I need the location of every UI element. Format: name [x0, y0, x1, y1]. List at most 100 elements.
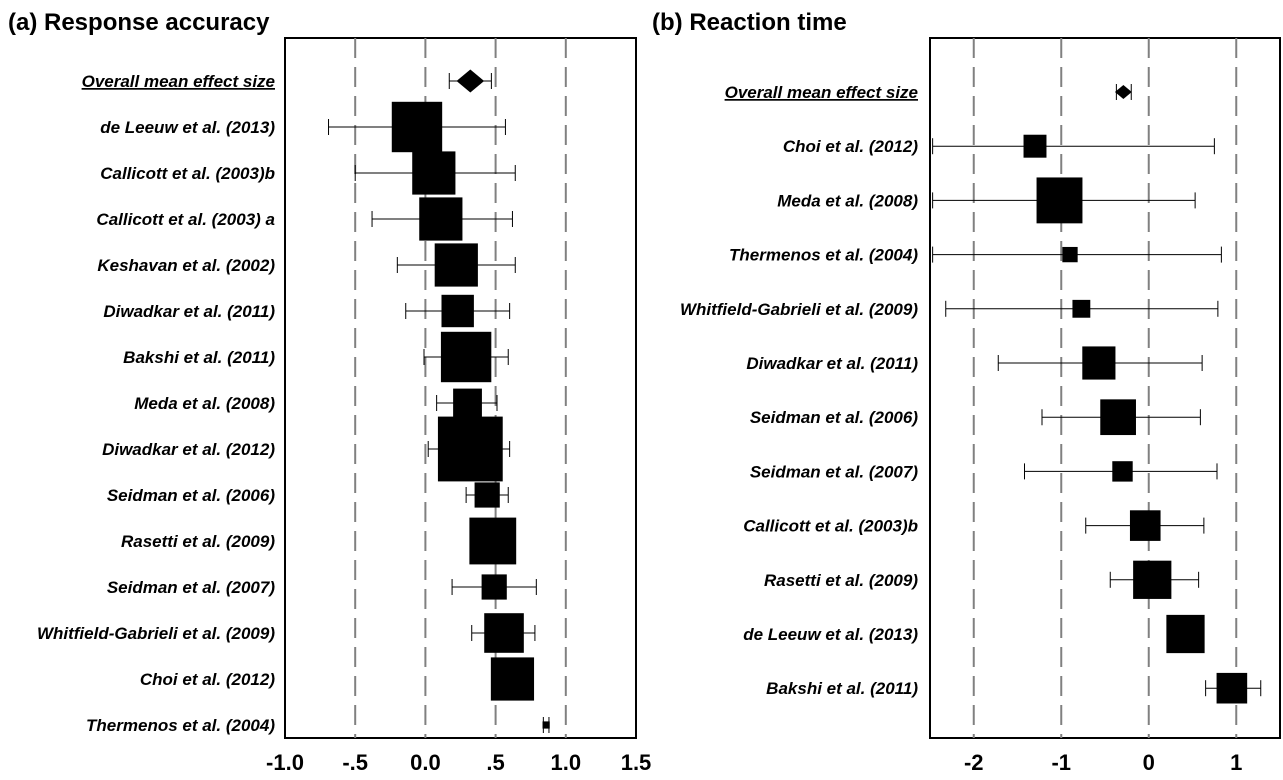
study-label: Meda et al. (2008) — [777, 191, 918, 210]
effect-size-square — [1129, 510, 1161, 541]
study-row-overall-mean-effect-size: Overall mean effect size — [725, 83, 1132, 102]
study-row-rasetti-et-al-2009: Rasetti et al. (2009) — [121, 517, 517, 565]
effect-size-square — [490, 657, 535, 701]
x-tick-label: .5 — [486, 750, 504, 775]
plot-frame-response-accuracy — [284, 37, 637, 739]
x-tick-label: 1.5 — [621, 750, 652, 775]
effect-size-square — [419, 197, 463, 241]
study-rows-response-accuracy: Overall mean effect size de Leeuw et al. … — [37, 69, 550, 735]
effect-size-square — [1062, 246, 1078, 263]
study-row-callicott-et-al-2003-b: Callicott et al. (2003)b — [743, 510, 1205, 541]
overall-effect-diamond — [1114, 85, 1132, 99]
panel-reaction-time: (b) Reaction time Overall mean effect si… — [652, 9, 1281, 775]
study-row-rasetti-et-al-2009: Rasetti et al. (2009) — [764, 560, 1200, 599]
study-row-callicott-et-al-2003-b: Callicott et al. (2003)b — [100, 151, 516, 195]
study-label: Choi et al. (2012) — [140, 670, 275, 689]
panel-title-reaction-time: (b) Reaction time — [652, 9, 847, 36]
study-label: Seidman et al. (2006) — [107, 486, 276, 505]
study-row-diwadkar-et-al-2011: Diwadkar et al. (2011) — [746, 346, 1203, 380]
study-label: Thermenos et al. (2004) — [86, 716, 275, 735]
study-label: Bakshi et al. (2011) — [123, 348, 275, 367]
study-label: Callicott et al. (2003) a — [96, 210, 275, 229]
study-label: Choi et al. (2012) — [783, 137, 918, 156]
x-axis-ticks-reaction-time: -2 -1 0 1 — [964, 750, 1242, 775]
effect-size-square — [1072, 299, 1091, 318]
study-row-choi-et-al-2012: Choi et al. (2012) — [783, 134, 1215, 158]
study-row-meda-et-al-2008: Meda et al. (2008) — [134, 388, 498, 418]
reference-lines-reaction-time — [972, 38, 1238, 738]
x-tick-label: 0.0 — [410, 750, 441, 775]
x-tick-label: 1.0 — [551, 750, 582, 775]
study-label: Thermenos et al. (2004) — [729, 246, 918, 265]
study-label: Seidman et al. (2007) — [750, 462, 919, 481]
effect-size-square — [1216, 672, 1248, 704]
plot-frame-reaction-time — [929, 37, 1281, 739]
effect-size-square — [412, 151, 456, 195]
study-row-seidman-et-al-2006: Seidman et al. (2006) — [750, 399, 1201, 436]
x-tick-label: -1.0 — [266, 750, 304, 775]
x-tick-label: 0 — [1143, 750, 1155, 775]
overall-effect-diamond — [456, 69, 485, 93]
study-row-de-leeuw-et-al-2013: de Leeuw et al. (2013) — [743, 614, 1205, 654]
study-row-whitfield-gabrieli-et-al-2009: Whitfield-Gabrieli et al. (2009) — [680, 299, 1219, 319]
study-label: Whitfield-Gabrieli et al. (2009) — [37, 624, 275, 643]
effect-size-square — [441, 294, 474, 328]
study-row-overall-mean-effect-size: Overall mean effect size — [82, 69, 492, 93]
study-row-diwadkar-et-al-2011: Diwadkar et al. (2011) — [103, 294, 511, 328]
effect-size-square — [1036, 177, 1083, 224]
study-row-seidman-et-al-2007: Seidman et al. (2007) — [107, 574, 537, 600]
panel-response-accuracy: (a) Response accuracy Overall mean effec… — [8, 9, 651, 775]
x-tick-label: -2 — [964, 750, 984, 775]
study-row-callicott-et-al-2003-a: Callicott et al. (2003) a — [96, 197, 513, 241]
study-row-bakshi-et-al-2011: Bakshi et al. (2011) — [766, 672, 1262, 704]
study-label: Diwadkar et al. (2012) — [102, 440, 275, 459]
study-label: Diwadkar et al. (2011) — [746, 354, 918, 373]
study-row-seidman-et-al-2007: Seidman et al. (2007) — [750, 461, 1218, 482]
effect-size-square — [437, 416, 503, 482]
study-row-seidman-et-al-2006: Seidman et al. (2006) — [107, 482, 509, 508]
x-tick-label: -.5 — [342, 750, 368, 775]
study-label: Seidman et al. (2006) — [750, 408, 919, 427]
study-label: Keshavan et al. (2002) — [97, 256, 275, 275]
study-label: Rasetti et al. (2009) — [121, 532, 275, 551]
effect-size-square — [542, 721, 550, 729]
study-row-thermenos-et-al-2004: Thermenos et al. (2004) — [729, 246, 1222, 265]
effect-size-square — [1112, 461, 1133, 482]
study-label: Callicott et al. (2003)b — [743, 517, 918, 536]
effect-size-square — [1166, 614, 1205, 654]
study-label: Diwadkar et al. (2011) — [103, 302, 275, 321]
study-row-meda-et-al-2008: Meda et al. (2008) — [777, 177, 1196, 224]
effect-size-square — [1133, 560, 1172, 599]
effect-size-square — [1023, 134, 1047, 158]
study-row-diwadkar-et-al-2012: Diwadkar et al. (2012) — [102, 416, 511, 482]
study-label: Seidman et al. (2007) — [107, 578, 276, 597]
effect-size-square — [474, 482, 500, 508]
study-row-whitfield-gabrieli-et-al-2009: Whitfield-Gabrieli et al. (2009) — [37, 613, 536, 653]
effect-size-square — [453, 388, 482, 418]
effect-size-square — [434, 243, 478, 287]
overall-effect-label: Overall mean effect size — [82, 72, 275, 91]
study-row-bakshi-et-al-2011: Bakshi et al. (2011) — [123, 331, 509, 383]
effect-size-square — [1082, 346, 1116, 380]
study-row-thermenos-et-al-2004: Thermenos et al. (2004) — [86, 716, 550, 735]
effect-size-square — [469, 517, 517, 565]
effect-size-square — [481, 574, 507, 600]
study-row-de-leeuw-et-al-2013: de Leeuw et al. (2013) — [100, 101, 506, 153]
study-rows-reaction-time: Overall mean effect size Choi et al. (201… — [680, 83, 1262, 704]
overall-effect-label: Overall mean effect size — [725, 83, 918, 102]
study-label: de Leeuw et al. (2013) — [100, 118, 275, 137]
study-label: Bakshi et al. (2011) — [766, 679, 918, 698]
study-row-keshavan-et-al-2002: Keshavan et al. (2002) — [97, 243, 516, 287]
study-label: Meda et al. (2008) — [134, 394, 275, 413]
study-label: de Leeuw et al. (2013) — [743, 625, 918, 644]
study-row-choi-et-al-2012: Choi et al. (2012) — [140, 657, 535, 701]
effect-size-square — [484, 613, 524, 653]
effect-size-square — [391, 101, 443, 153]
study-label: Callicott et al. (2003)b — [100, 164, 275, 183]
x-tick-label: -1 — [1051, 750, 1071, 775]
study-label: Rasetti et al. (2009) — [764, 571, 918, 590]
study-label: Whitfield-Gabrieli et al. (2009) — [680, 300, 918, 319]
x-axis-ticks-response-accuracy: -1.0 -.5 0.0 .5 1.0 1.5 — [266, 750, 651, 775]
effect-size-square — [440, 331, 492, 383]
